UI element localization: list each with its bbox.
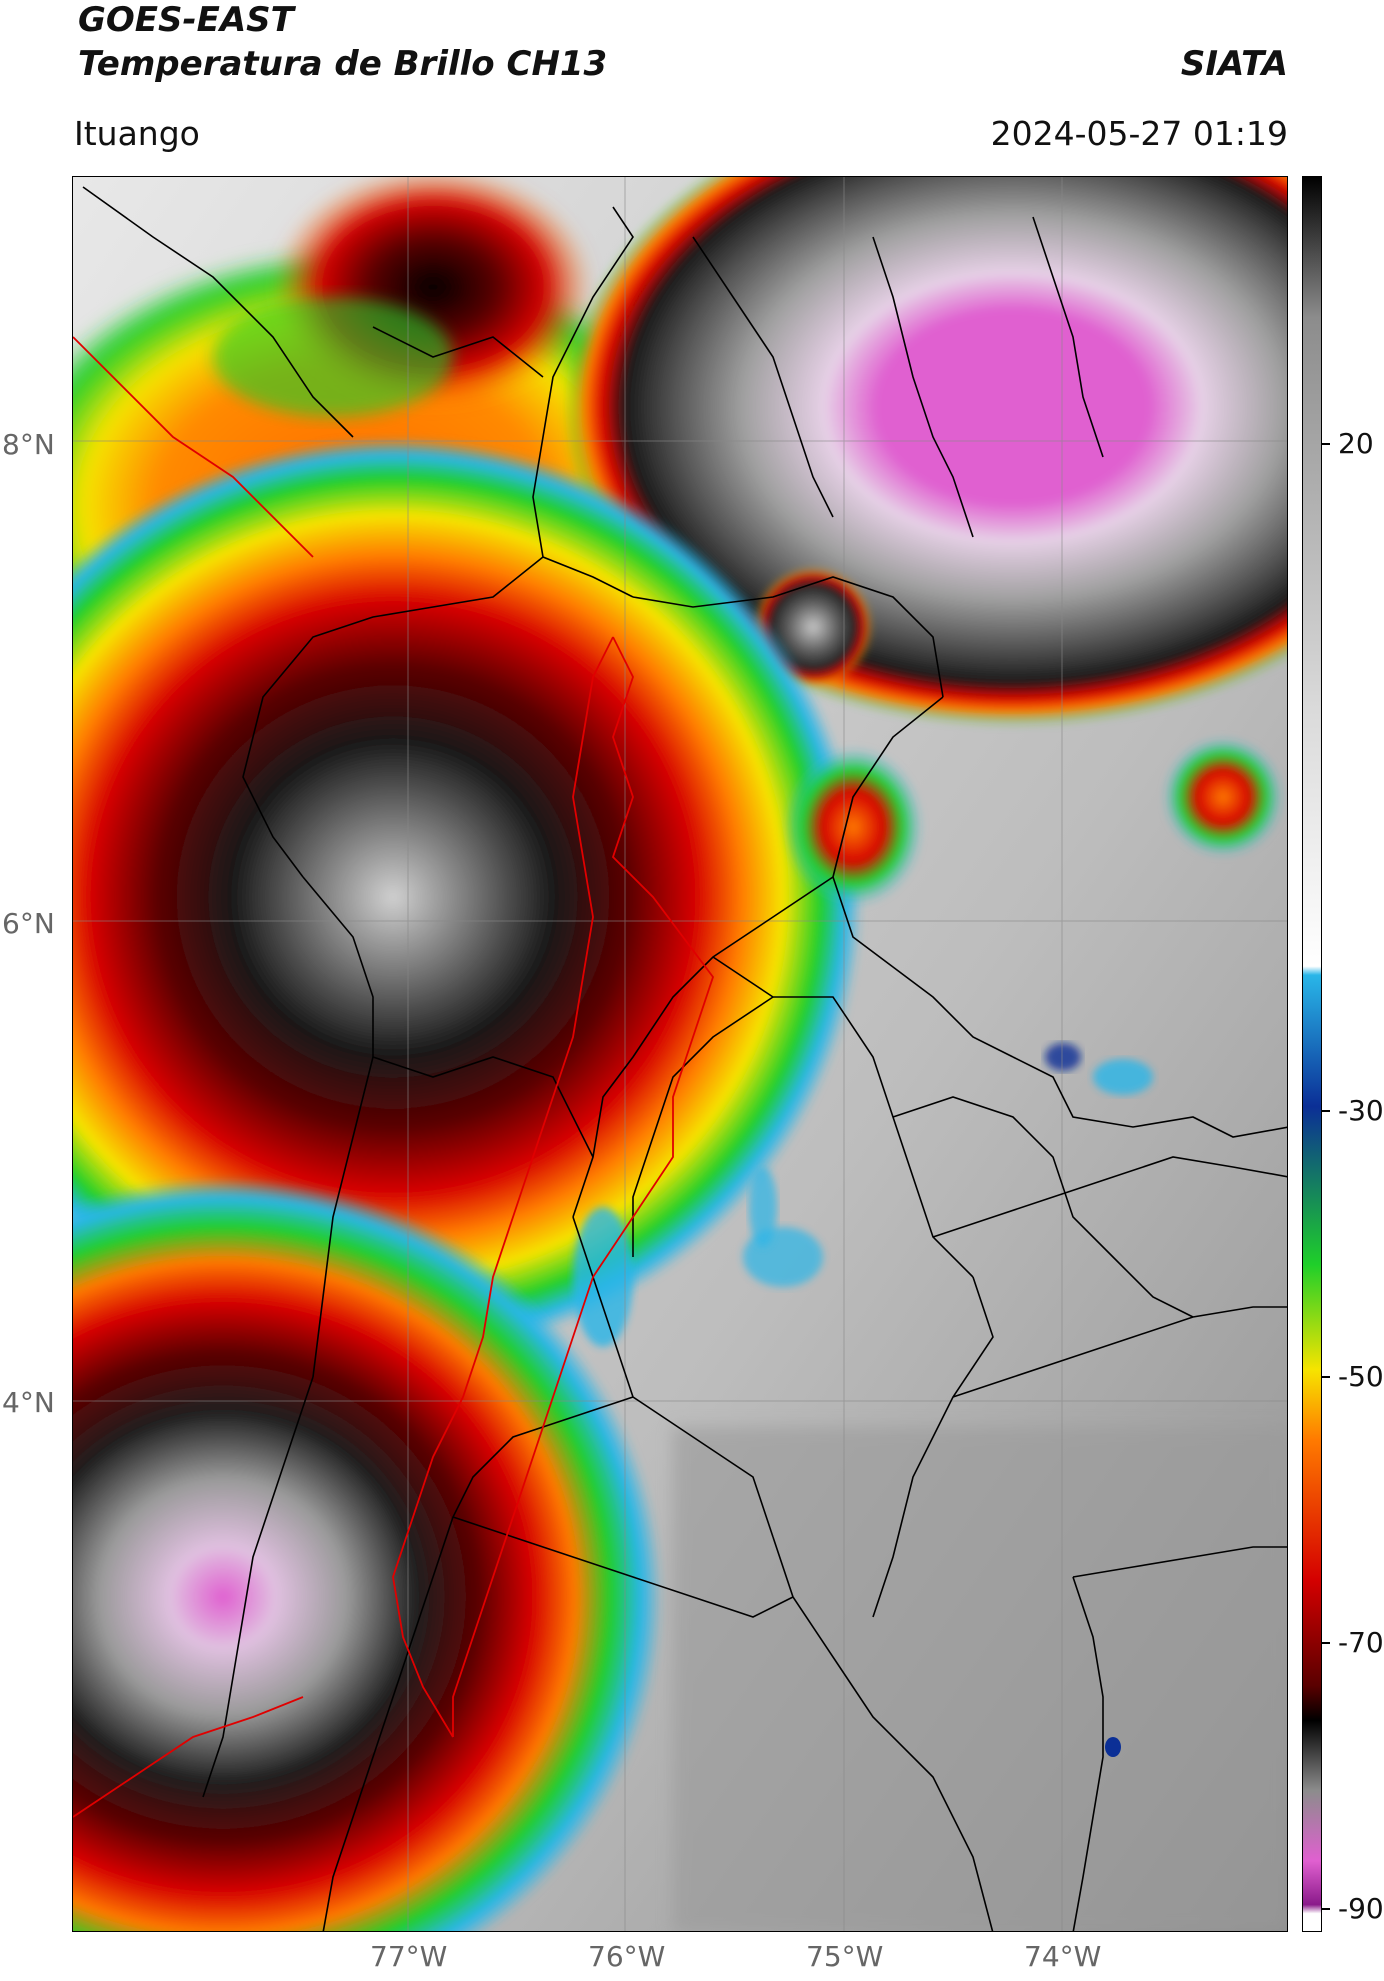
- colorbar-label-minus50: -50: [1338, 1360, 1384, 1393]
- small-cell-center: [783, 747, 923, 907]
- lon-label-75w: 75°W: [806, 1940, 884, 1973]
- lon-label-74w: 74°W: [1024, 1940, 1102, 1973]
- satellite-map[interactable]: [72, 176, 1288, 1932]
- title-satellite: GOES-EAST: [78, 0, 294, 40]
- colorbar-tick: [1322, 1908, 1330, 1910]
- storm-cell-central: [73, 437, 863, 1357]
- timestamp-label: 2024-05-27 01:19: [990, 114, 1288, 153]
- colorbar-tick: [1322, 1642, 1330, 1644]
- temperature-colorbar: [1302, 176, 1322, 1932]
- lat-label-4n: 4°N: [2, 1386, 55, 1419]
- colorbar-tick: [1322, 1110, 1330, 1112]
- colorbar-tick: [1322, 443, 1330, 445]
- lat-label-8n: 8°N: [2, 428, 55, 461]
- brand-label: SIATA: [1180, 44, 1288, 84]
- colorbar-label-minus70: -70: [1338, 1626, 1384, 1659]
- region-boundary: [73, 336, 715, 1818]
- lon-label-77w: 77°W: [370, 1940, 448, 1973]
- colorbar-label-minus30: -30: [1338, 1094, 1384, 1127]
- lon-label-76w: 76°W: [588, 1940, 666, 1973]
- gridlines: [73, 177, 1287, 1931]
- small-cell-east: [1163, 737, 1283, 857]
- municipal-boundaries: [82, 186, 1287, 1931]
- location-label: Ituango: [74, 114, 200, 153]
- colorbar-label-20: 20: [1338, 427, 1374, 460]
- colorbar-label-minus90: -90: [1338, 1892, 1384, 1925]
- colorbar-tick: [1322, 1376, 1330, 1378]
- title-product: Temperatura de Brillo CH13: [78, 44, 608, 84]
- lat-label-6n: 6°N: [2, 907, 55, 940]
